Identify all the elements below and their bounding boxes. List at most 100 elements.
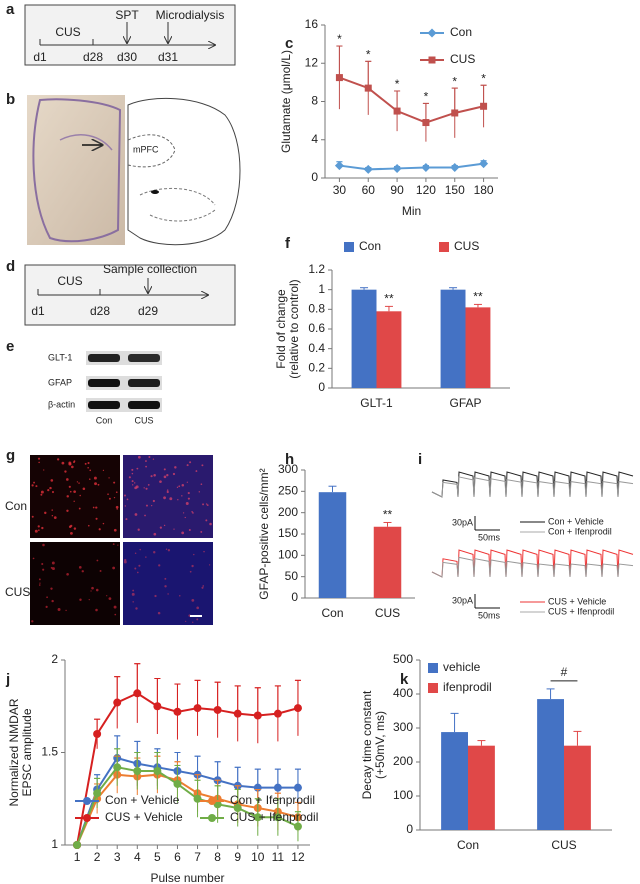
speckle xyxy=(167,593,169,595)
speckle xyxy=(95,517,98,520)
significance: * xyxy=(395,77,400,91)
marker xyxy=(421,162,431,172)
speckle xyxy=(157,611,161,615)
speckle xyxy=(176,486,179,489)
speckle xyxy=(184,516,186,519)
speckle xyxy=(53,516,57,519)
x-tick-label: 5 xyxy=(154,850,161,864)
speckle xyxy=(152,499,155,503)
speckle xyxy=(132,484,134,486)
image-tile xyxy=(123,455,213,538)
group-label: Con xyxy=(5,499,27,513)
speckle xyxy=(108,497,111,500)
y-tick-label: 16 xyxy=(305,17,319,31)
x-tick-label: 6 xyxy=(174,850,181,864)
speckle xyxy=(108,597,112,600)
y-tick-label: 0.8 xyxy=(308,302,325,316)
region-label: mPFC xyxy=(133,144,159,154)
x-tick-label: 10 xyxy=(251,850,265,864)
y-tick-label: 50 xyxy=(285,569,299,583)
event-label: CUS xyxy=(55,25,80,39)
speckle xyxy=(37,457,41,460)
y-axis-label: GFAP-positive cells/mm² xyxy=(257,468,271,599)
significance: * xyxy=(337,32,342,46)
speckle xyxy=(132,589,135,592)
marker xyxy=(173,707,182,716)
speckle xyxy=(173,528,175,530)
marker xyxy=(335,74,343,82)
significance: ** xyxy=(473,290,483,304)
speckle xyxy=(163,468,166,471)
speckle xyxy=(73,500,75,503)
bar xyxy=(351,289,377,388)
legend-label: Con xyxy=(359,239,381,253)
speckle xyxy=(91,586,94,590)
marker xyxy=(273,813,282,822)
x-tick-label: Con xyxy=(321,606,343,620)
speckle xyxy=(166,473,169,477)
speckle xyxy=(145,504,148,507)
speckle xyxy=(187,491,190,495)
x-tick-label: CUS xyxy=(551,838,576,852)
speckle xyxy=(159,526,162,529)
speckle xyxy=(205,503,208,505)
series-line xyxy=(339,162,484,171)
legend-label: CUS + Ifenprodil xyxy=(230,810,318,824)
speckle xyxy=(66,572,69,576)
speckle xyxy=(71,465,74,469)
legend-swatch xyxy=(428,683,438,693)
speckle xyxy=(172,472,176,476)
speckle xyxy=(189,461,192,464)
marker xyxy=(73,841,82,849)
y-tick-label: 1.5 xyxy=(41,745,58,759)
y-tick-label: 4 xyxy=(311,132,318,146)
image-tile xyxy=(30,542,120,625)
speckle xyxy=(50,587,53,590)
speckle xyxy=(51,514,54,517)
event-label: Microdialysis xyxy=(156,8,225,22)
y-tick-label: 12 xyxy=(305,55,319,69)
y-tick-label: 1.2 xyxy=(308,262,325,276)
speckle xyxy=(191,598,195,602)
speckle xyxy=(47,489,50,492)
x-tick-label: 150 xyxy=(445,183,465,197)
y-tick-label: 150 xyxy=(278,526,298,540)
marker xyxy=(113,698,122,707)
speckle xyxy=(88,599,90,601)
speckle xyxy=(31,515,34,518)
speckle xyxy=(185,502,189,505)
day-label: d1 xyxy=(33,50,47,64)
speckle xyxy=(191,510,193,513)
legend-label: Con xyxy=(450,25,472,39)
day-label: d29 xyxy=(138,304,158,318)
marker xyxy=(153,702,162,711)
marker xyxy=(153,767,162,775)
y-tick-label: 0.4 xyxy=(308,341,325,355)
legend-label: Con + Ifenprodil xyxy=(230,793,315,807)
legend-label: Con + Vehicle xyxy=(548,516,604,526)
speckle xyxy=(138,455,141,459)
speckle xyxy=(81,570,84,573)
speckle xyxy=(38,529,40,531)
significance: ** xyxy=(384,292,394,306)
speckle xyxy=(128,476,131,479)
speckle xyxy=(143,487,145,489)
speckle xyxy=(134,567,137,570)
speckle xyxy=(135,607,138,610)
speckle xyxy=(69,490,72,493)
speckle xyxy=(37,525,40,528)
speckle xyxy=(136,467,139,470)
speckle xyxy=(51,599,54,603)
speckle xyxy=(79,494,81,497)
speckle xyxy=(137,528,140,531)
speckle xyxy=(51,509,53,511)
speckle xyxy=(89,478,91,480)
tissue-outline xyxy=(32,98,122,243)
speckle xyxy=(131,480,134,483)
marker xyxy=(293,822,302,831)
speckle xyxy=(93,476,97,480)
speckle xyxy=(41,563,44,566)
x-tick-label: 4 xyxy=(134,850,141,864)
speckle xyxy=(114,613,117,616)
speckle xyxy=(79,598,82,601)
